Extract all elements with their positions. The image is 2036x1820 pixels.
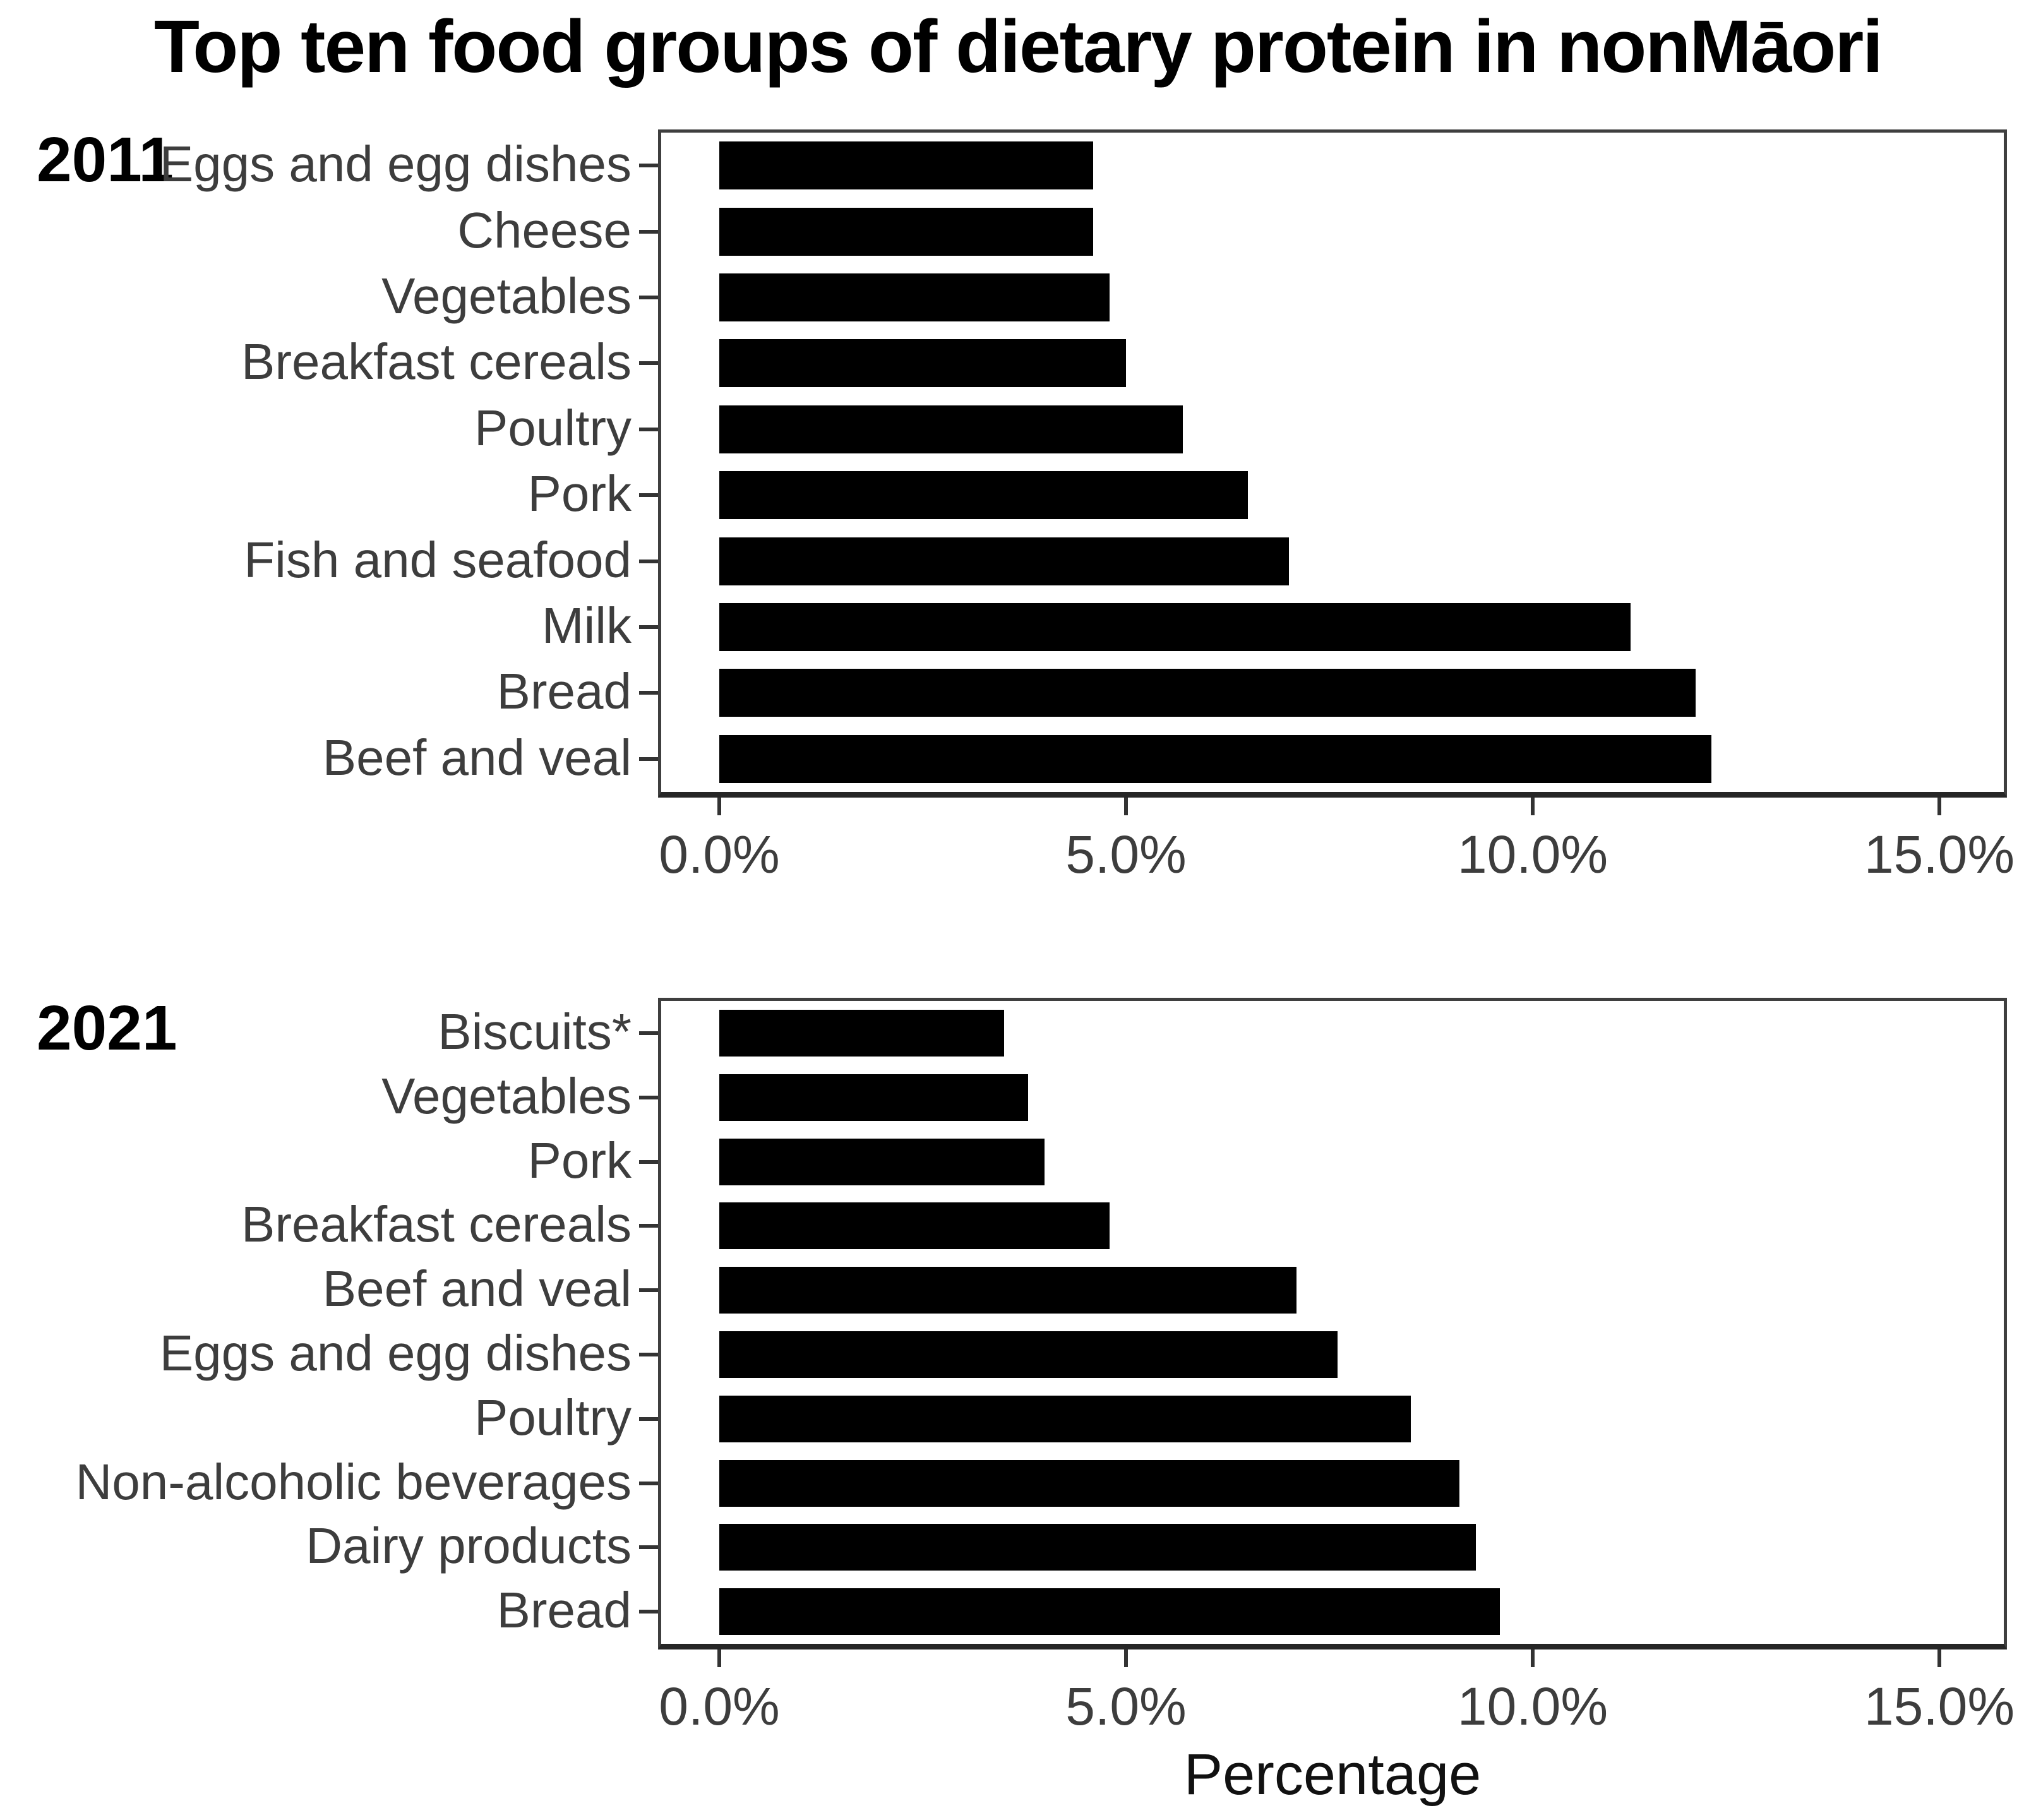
bar-breakfast-cereals	[719, 339, 1126, 387]
bar-eggs-and-egg-dishes	[719, 141, 1093, 189]
x-tick-label: 10.0%	[1457, 1677, 1608, 1736]
category-label: Fish and seafood	[244, 532, 632, 589]
bar-poultry	[719, 405, 1183, 453]
category-label: Pork	[527, 465, 632, 522]
y-tick	[639, 164, 658, 167]
bar-breakfast-cereals	[719, 1202, 1110, 1249]
x-tick-label: 5.0%	[1065, 825, 1187, 884]
category-label: Eggs and egg dishes	[159, 136, 632, 193]
x-tick-label: 0.0%	[659, 1677, 780, 1736]
axis-title-percentage: Percentage	[1183, 1742, 1482, 1807]
x-tick	[1531, 1649, 1535, 1667]
y-tick	[639, 1160, 658, 1164]
y-tick	[639, 1096, 658, 1099]
bar-biscuits-	[719, 1010, 1004, 1057]
category-label: Beef and veal	[322, 729, 632, 786]
chart-title: Top ten food groups of dietary protein i…	[153, 5, 1883, 88]
category-label: Vegetables	[381, 1068, 632, 1125]
x-tick	[1937, 1649, 1941, 1667]
bar-bread	[719, 1588, 1500, 1635]
bar-pork	[719, 471, 1248, 519]
y-tick	[639, 560, 658, 563]
y-tick	[639, 1288, 658, 1292]
y-tick	[639, 1031, 658, 1035]
y-tick	[639, 361, 658, 365]
x-tick	[717, 1649, 721, 1667]
y-tick	[639, 1417, 658, 1421]
y-tick	[639, 1482, 658, 1485]
bar-cheese	[719, 208, 1093, 256]
y-tick	[639, 757, 658, 761]
bar-vegetables	[719, 273, 1110, 321]
category-label: Bread	[496, 1582, 632, 1639]
year-label-2021: 2021	[37, 993, 177, 1063]
category-label: Breakfast cereals	[241, 1196, 632, 1253]
bar-dairy-products	[719, 1524, 1476, 1571]
category-label: Poultry	[474, 1389, 632, 1446]
category-label: Eggs and egg dishes	[159, 1325, 632, 1382]
year-label-2011: 2011	[37, 124, 174, 195]
bar-milk	[719, 603, 1631, 651]
category-label: Beef and veal	[322, 1260, 632, 1317]
panel-2011	[658, 129, 2007, 798]
category-label: Non-alcoholic beverages	[75, 1454, 632, 1511]
bar-beef-and-veal	[719, 735, 1711, 783]
category-label: Dairy products	[306, 1518, 632, 1574]
y-tick	[639, 230, 658, 234]
x-tick-label: 0.0%	[659, 825, 780, 884]
category-label: Bread	[496, 663, 632, 720]
y-tick	[639, 428, 658, 431]
bar-bread	[719, 669, 1696, 717]
y-tick	[639, 691, 658, 695]
x-tick	[1124, 798, 1128, 815]
y-tick	[639, 493, 658, 497]
category-label: Cheese	[457, 202, 632, 259]
y-tick	[639, 1353, 658, 1356]
bar-poultry	[719, 1396, 1411, 1442]
y-tick	[639, 1545, 658, 1549]
category-label: Breakfast cereals	[241, 333, 632, 390]
x-tick-label: 5.0%	[1065, 1677, 1187, 1736]
bar-vegetables	[719, 1074, 1028, 1121]
x-tick	[1937, 798, 1941, 815]
category-label: Milk	[541, 597, 632, 654]
category-label: Biscuits*	[438, 1003, 632, 1060]
panel-2021	[658, 998, 2007, 1649]
y-tick	[639, 296, 658, 299]
x-tick-label: 10.0%	[1457, 825, 1608, 884]
x-tick-label: 15.0%	[1864, 1677, 2015, 1736]
bar-eggs-and-egg-dishes	[719, 1331, 1338, 1378]
y-tick	[639, 1224, 658, 1228]
category-label: Vegetables	[381, 268, 632, 325]
x-tick	[717, 798, 721, 815]
x-tick	[1124, 1649, 1128, 1667]
bar-non-alcoholic-beverages	[719, 1460, 1459, 1507]
category-label: Pork	[527, 1132, 632, 1189]
y-tick	[639, 625, 658, 629]
y-tick	[639, 1610, 658, 1613]
x-tick	[1531, 798, 1535, 815]
category-label: Poultry	[474, 400, 632, 457]
bar-fish-and-seafood	[719, 537, 1289, 585]
x-tick-label: 15.0%	[1864, 825, 2015, 884]
bar-beef-and-veal	[719, 1267, 1296, 1314]
bar-pork	[719, 1139, 1045, 1185]
